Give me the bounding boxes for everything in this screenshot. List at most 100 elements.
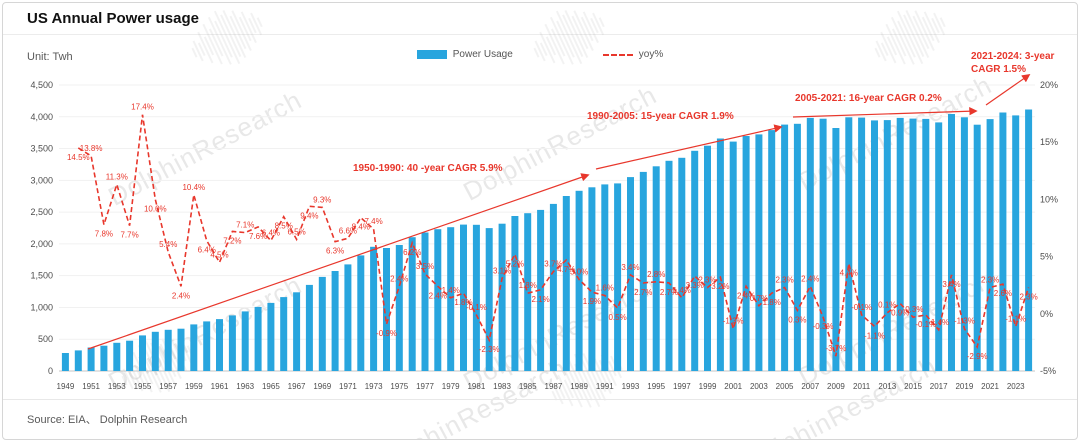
bar — [652, 166, 660, 371]
yoy-point-label: -1.1% — [864, 331, 885, 340]
x-axis-tick: 2013 — [878, 382, 896, 391]
legend-item-power-usage[interactable]: Power Usage — [416, 49, 513, 60]
y-axis-right-tick: 10% — [1040, 194, 1058, 204]
yoy-point-label: 5.4% — [159, 240, 177, 249]
bar — [177, 328, 185, 371]
bar — [832, 128, 840, 371]
bar — [768, 130, 776, 371]
yoy-point-label: 2.4% — [737, 291, 755, 300]
yoy-point-label: 2.1% — [531, 295, 549, 304]
bar — [999, 112, 1007, 371]
x-axis-tick: 1955 — [134, 382, 152, 391]
x-axis-tick: 1973 — [365, 382, 383, 391]
x-axis-tick: 2021 — [981, 382, 999, 391]
bar — [793, 123, 801, 371]
x-axis-tick: 1957 — [159, 382, 177, 391]
x-axis-tick: 1963 — [236, 382, 254, 391]
x-axis-tick: 1953 — [108, 382, 126, 391]
yoy-point-label: 1.6% — [596, 284, 614, 293]
bar — [742, 136, 750, 371]
cagr-annotation-text: 1950-1990: 40 -year CAGR 5.9% — [353, 163, 503, 174]
yoy-point-label: 2.3% — [698, 276, 716, 285]
dashed-line-swatch-icon — [602, 53, 633, 56]
yoy-point-label: 6.6% — [339, 226, 357, 235]
x-axis-tick: 1981 — [467, 382, 485, 391]
bar — [1025, 109, 1033, 371]
yoy-point-label: -1.4% — [928, 318, 949, 327]
yoy-point-label: 2.7% — [660, 288, 678, 297]
bar — [935, 122, 943, 372]
bar — [421, 232, 429, 371]
bar — [305, 284, 313, 371]
gridlines: 0 500 1,000 1,500 2,000 2,500 3,000 3,500 4,000 4… — [30, 80, 1058, 391]
y-axis-left-tick: 1,000 — [30, 302, 53, 312]
bar — [472, 224, 480, 371]
bar — [100, 345, 108, 371]
yoy-point-label: 2.4% — [390, 274, 408, 283]
y-axis-left-tick: 500 — [38, 334, 53, 344]
header: US Annual Power usage — [3, 3, 1077, 35]
yoy-point-label: -2.3% — [479, 345, 500, 354]
x-axis-tick: 2011 — [853, 382, 871, 391]
legend-item-yoy[interactable]: yoy% — [602, 49, 663, 60]
yoy-point-label: 8.5% — [275, 222, 293, 231]
yoy-point-label: -0.3% — [903, 305, 924, 314]
x-axis-tick: 1967 — [288, 382, 306, 391]
x-axis-tick: 2023 — [1007, 382, 1025, 391]
bar — [986, 119, 994, 371]
y-axis-left-tick: 3,000 — [30, 175, 53, 185]
cagr-annotation: 2005-2021: 16-year CAGR 0.2% — [792, 93, 978, 118]
x-axis-tick: 2017 — [930, 382, 948, 391]
bar — [164, 329, 172, 371]
bar — [678, 157, 686, 371]
bar — [691, 150, 699, 371]
bar — [241, 311, 249, 371]
yoy-point-label: 6.3% — [326, 247, 344, 256]
yoy-point-label: 2.3% — [775, 276, 793, 285]
yoy-point-label: 11.3% — [106, 173, 128, 182]
x-axis-tick: 2015 — [904, 382, 922, 391]
y-axis-left-tick: 4,500 — [30, 80, 53, 90]
bar — [434, 229, 442, 371]
bar — [562, 196, 570, 371]
yoy-point-label: 13.8% — [80, 144, 103, 153]
yoy-point-label: -1.3% — [723, 317, 744, 326]
bar — [665, 160, 673, 371]
x-axis-tick: 2007 — [801, 382, 819, 391]
bar — [318, 276, 326, 371]
yoy-point-label: 7.7% — [120, 231, 138, 240]
x-axis-tick: 1951 — [82, 382, 100, 391]
bar — [485, 228, 493, 371]
bar — [460, 224, 467, 371]
yoy-point-label: 6.5% — [287, 227, 305, 236]
bar — [383, 248, 390, 371]
bar — [575, 190, 583, 371]
unit-label: Unit: Twh — [27, 51, 73, 63]
bar — [524, 213, 532, 371]
bar — [151, 331, 159, 371]
x-axis-tick: 1989 — [570, 382, 588, 391]
yoy-point-label: 7.6% — [249, 232, 267, 241]
bar — [601, 184, 609, 371]
yoy-point-label: 9.3% — [313, 195, 331, 204]
yoy-point-label: 2.4% — [172, 291, 190, 300]
bar — [370, 246, 378, 371]
bar — [883, 120, 891, 371]
yoy-point-label: -0.1% — [466, 303, 487, 312]
x-axis-tick: 2005 — [776, 382, 794, 391]
x-axis-tick: 1997 — [673, 382, 691, 391]
chart-canvas: 0 500 1,000 1,500 2,000 2,500 3,000 3,500 4,000 4… — [30, 51, 1058, 391]
bar — [357, 255, 365, 371]
yoy-point-label: 1.8% — [454, 298, 472, 307]
x-axis-tick: 1999 — [699, 382, 717, 391]
bar — [228, 315, 236, 371]
x-axis-tick: 1993 — [622, 382, 640, 391]
yoy-point-label: 3.5% — [416, 262, 434, 271]
x-axis-tick: 1971 — [339, 382, 357, 391]
yoy-point-label: 6.2% — [403, 248, 421, 257]
yoy-line — [77, 114, 1030, 357]
cagr-annotation: 2021-2024: 3-year CAGR 1.5% — [971, 51, 1055, 106]
bar — [806, 117, 814, 372]
yoy-point-label: 2.4% — [429, 291, 447, 300]
bar — [588, 187, 596, 371]
